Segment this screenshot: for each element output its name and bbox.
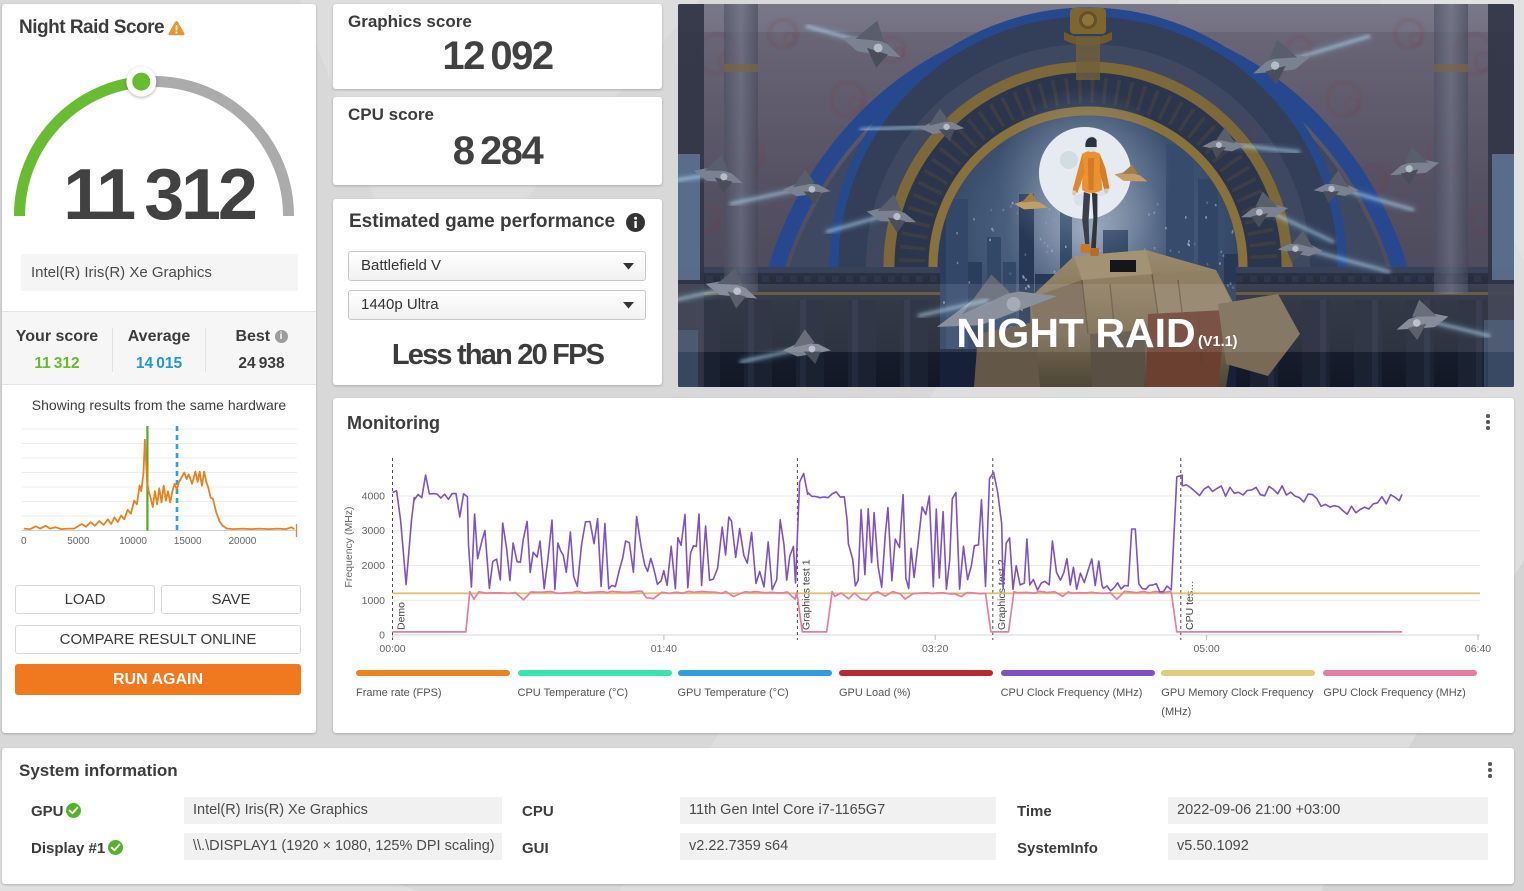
svg-text:0: 0	[21, 536, 27, 547]
svg-text:05:00: 05:00	[1193, 643, 1219, 655]
svg-text:Graphics test 1: Graphics test 1	[800, 559, 812, 630]
svg-text:00:00: 00:00	[379, 643, 405, 655]
svg-text:15000: 15000	[174, 536, 202, 547]
svg-text:01:40: 01:40	[651, 643, 677, 655]
svg-text:4000: 4000	[362, 491, 386, 503]
svg-text:2000: 2000	[362, 560, 386, 572]
svg-text:20000: 20000	[228, 536, 256, 547]
svg-text:5000: 5000	[67, 536, 90, 547]
svg-text:1000: 1000	[362, 595, 386, 607]
svg-text:Graphics test 2: Graphics test 2	[996, 559, 1008, 630]
svg-text:06:40: 06:40	[1465, 643, 1491, 655]
svg-text:3000: 3000	[362, 525, 386, 537]
svg-text:0: 0	[379, 630, 385, 642]
svg-text:10000: 10000	[119, 536, 147, 547]
svg-text:Frequency (MHz): Frequency (MHz)	[343, 506, 355, 587]
svg-text:CPU tes…: CPU tes…	[1184, 580, 1196, 630]
svg-text:NIGHT RAID: NIGHT RAID	[956, 310, 1195, 356]
svg-text:03:20: 03:20	[922, 643, 948, 655]
svg-text:(V1.1): (V1.1)	[1198, 334, 1238, 350]
svg-text:Demo: Demo	[396, 602, 408, 630]
